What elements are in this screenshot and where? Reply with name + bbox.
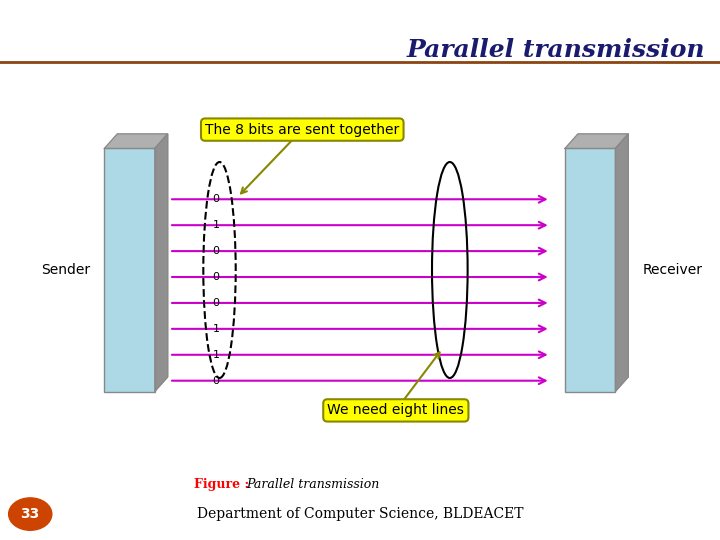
Polygon shape bbox=[104, 134, 168, 148]
Text: 0: 0 bbox=[212, 298, 220, 308]
FancyBboxPatch shape bbox=[565, 148, 616, 392]
Text: The 8 bits are sent together: The 8 bits are sent together bbox=[205, 123, 400, 137]
FancyBboxPatch shape bbox=[104, 148, 155, 392]
Text: 1: 1 bbox=[212, 220, 220, 230]
Text: 0: 0 bbox=[212, 272, 220, 282]
Circle shape bbox=[9, 498, 52, 530]
Text: Parallel transmission: Parallel transmission bbox=[246, 478, 379, 491]
Text: Figure :: Figure : bbox=[194, 478, 254, 491]
Text: We need eight lines: We need eight lines bbox=[328, 403, 464, 417]
Text: 1: 1 bbox=[212, 350, 220, 360]
Text: Department of Computer Science, BLDEACET: Department of Computer Science, BLDEACET bbox=[197, 507, 523, 521]
Text: Sender: Sender bbox=[41, 263, 90, 277]
Text: Receiver: Receiver bbox=[643, 263, 703, 277]
Polygon shape bbox=[616, 134, 629, 392]
Text: 1: 1 bbox=[212, 324, 220, 334]
Text: Parallel transmission: Parallel transmission bbox=[407, 38, 706, 62]
Text: 0: 0 bbox=[212, 246, 220, 256]
Polygon shape bbox=[565, 134, 629, 148]
Text: 0: 0 bbox=[212, 376, 220, 386]
Text: 33: 33 bbox=[21, 507, 40, 521]
Polygon shape bbox=[155, 134, 168, 392]
Text: 0: 0 bbox=[212, 194, 220, 204]
